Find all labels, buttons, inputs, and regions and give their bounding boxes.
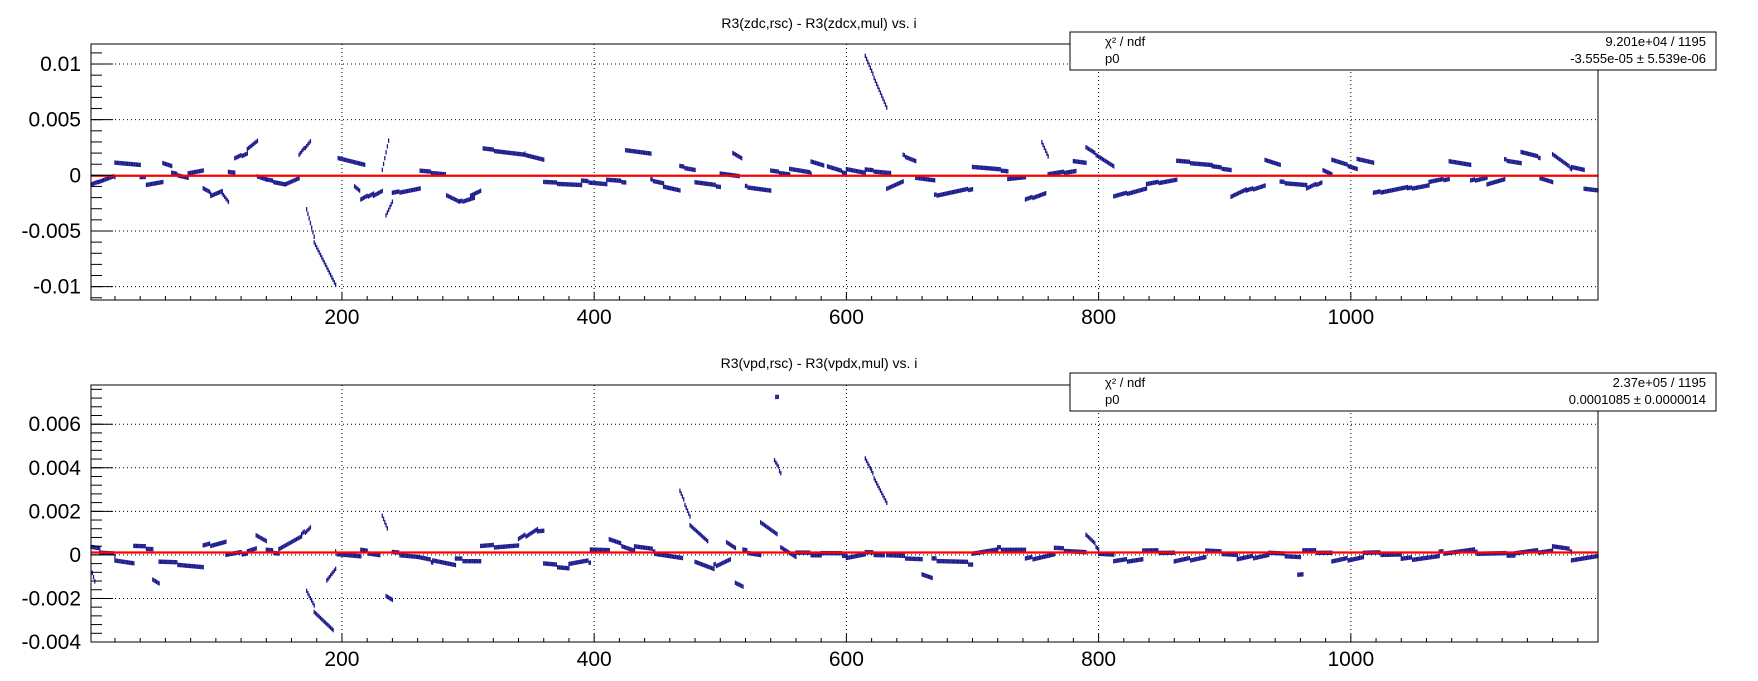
y-tick-label: -0.004 [21,631,81,654]
stats-box-frame [1069,372,1717,412]
y-tick-label: 0.005 [28,109,81,132]
stats-p0-value: 0.0001085 ± 0.0000014 [1569,392,1706,407]
x-tick-label: 800 [1081,306,1116,329]
stats-chi2-label: χ² / ndf [1105,375,1145,390]
x-tick-label: 600 [829,648,864,671]
x-tick-label: 200 [324,306,359,329]
plot-frame [90,43,1599,301]
y-tick-label: -0.005 [21,220,81,243]
stats-p0-label: p0 [1105,51,1119,66]
y-tick-label: 0 [69,544,81,567]
y-tick-label: -0.01 [33,276,81,299]
stats-p0-label: p0 [1105,392,1119,407]
stats-chi2-value: 9.201e+04 / 1195 [1605,34,1706,49]
y-tick-label: 0.006 [28,413,81,436]
x-tick-label: 200 [324,648,359,671]
top-chart-panel: R3(zdc,rsc) - R3(zdcx,mul) vs. i 0.01 0.0… [21,15,1717,329]
x-tick-label: 1000 [1327,306,1374,329]
x-tick-label: 1000 [1327,648,1374,671]
chart-title: R3(zdc,rsc) - R3(zdcx,mul) vs. i [721,15,916,31]
stats-box: χ² / ndf 9.201e+04 / 1195 p0 -3.555e-05 ± 5… [1069,31,1717,71]
data-series [90,53,1599,288]
chart-title: R3(vpd,rsc) - R3(vpdx,mul) vs. i [721,355,918,371]
y-tick-label: -0.002 [21,587,81,610]
x-tick-label: 400 [577,648,612,671]
data-series [90,394,1599,633]
y-tick-label: 0.01 [40,53,81,76]
stats-chi2-label: χ² / ndf [1105,34,1145,49]
x-tick-label: 400 [577,306,612,329]
bottom-chart-panel: R3(vpd,rsc) - R3(vpdx,mul) vs. i 0.006 0.… [21,355,1717,671]
y-tick-label: 0 [69,164,81,187]
plot-frame [90,384,1599,643]
stats-box-frame [1069,31,1717,71]
x-tick-label: 800 [1081,648,1116,671]
y-tick-label: 0.002 [28,500,81,523]
y-tick-label: 0.004 [28,457,81,480]
x-tick-label: 600 [829,306,864,329]
stats-chi2-value: 2.37e+05 / 1195 [1613,375,1706,390]
stats-p0-value: -3.555e-05 ± 5.539e-06 [1570,51,1706,66]
stats-box: χ² / ndf 2.37e+05 / 1195 p0 0.0001085 ± 0.0… [1069,372,1717,412]
